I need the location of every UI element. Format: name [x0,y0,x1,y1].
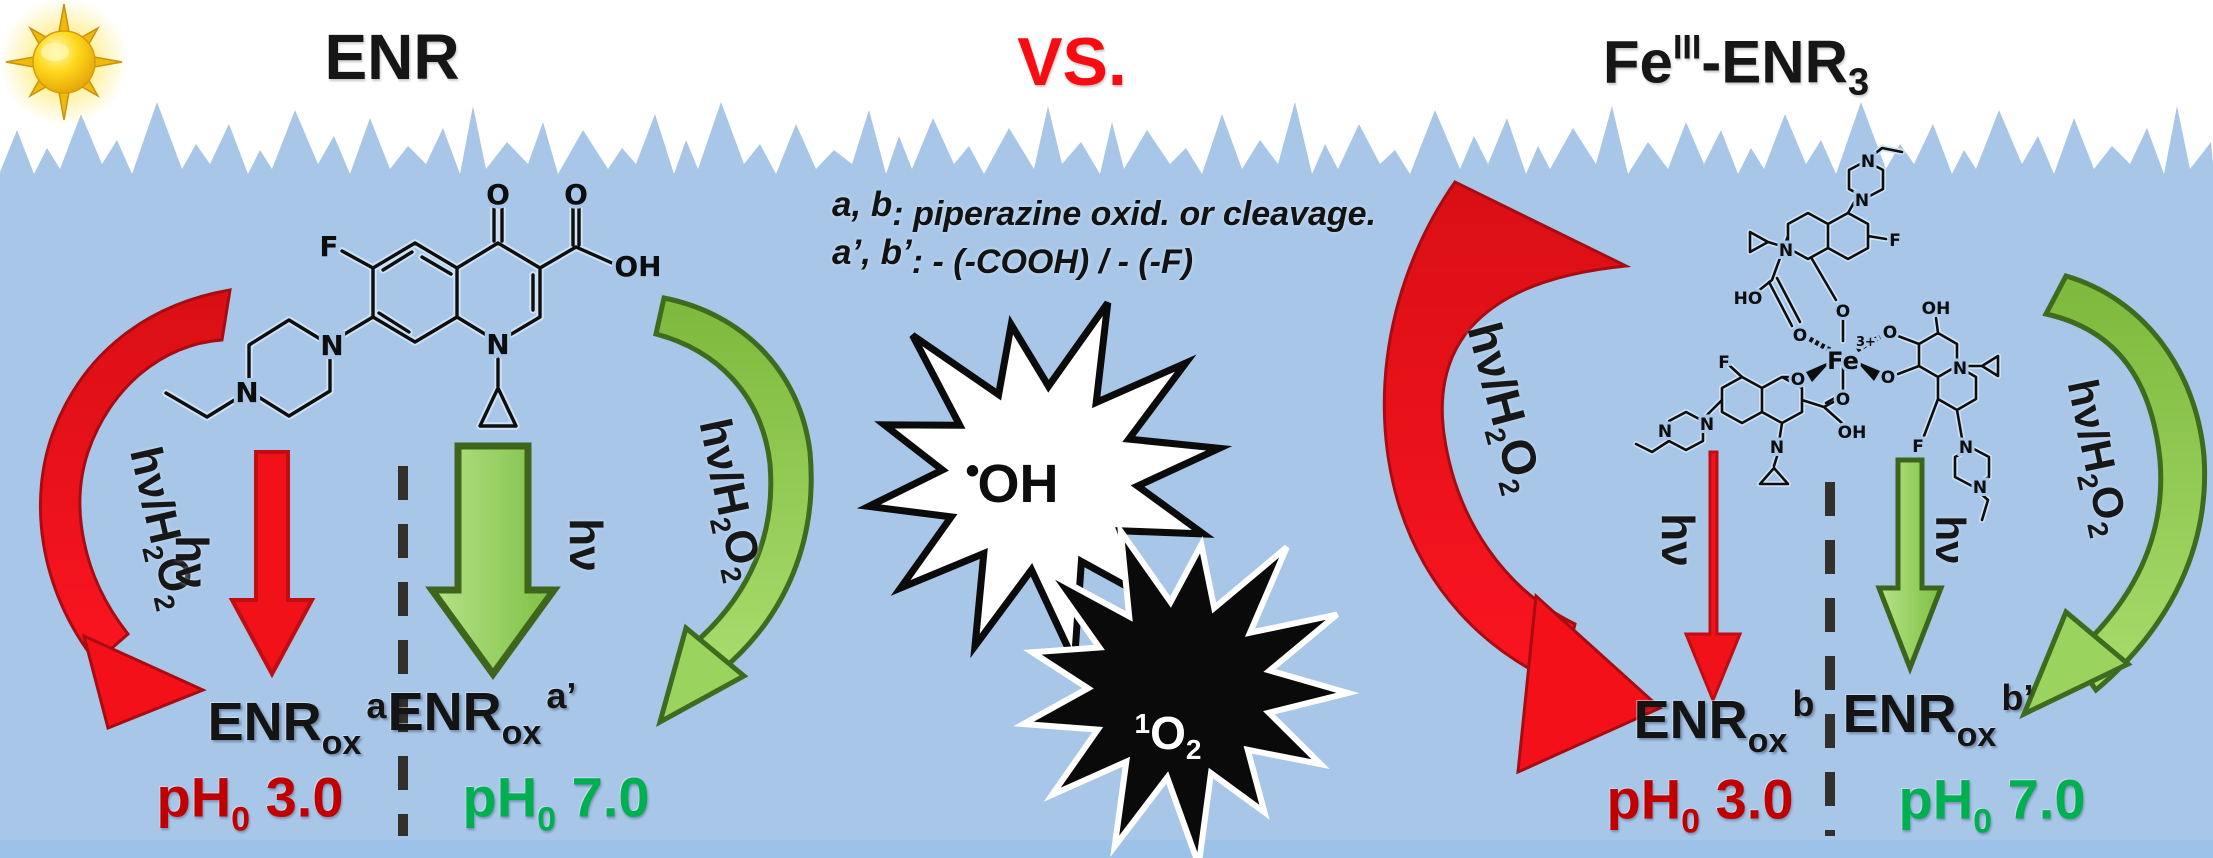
atom-label: O [564,178,588,211]
title-fe-enr3: FeIII-ENR3 [1602,28,1870,104]
left-green-straight-arrow-hv [425,442,561,680]
left-red-curved-arrow-hv-h2o2 [38,288,232,731]
atom-label: F [1718,353,1730,373]
title-vs-text: VS. [1017,24,1127,100]
atom-label: F [1889,231,1901,251]
legend-line-2: a’, b’: - (-COOH) / - (-F) [832,233,1194,281]
ph-label-neutral-left: pH0 7.0 [462,765,650,839]
legend-line-1: a, b: piperazine oxid. or cleavage. [832,185,1377,233]
atom-label: O [1791,370,1805,390]
left-green-curved-arrow-hv-h2o2 [653,295,814,728]
product-enr-ox-b-prime: ENRoxb’ [1842,677,2034,754]
singlet-oxygen-starburst [1013,520,1360,858]
atom-label: N [1779,241,1793,261]
atom-label: O [1881,368,1895,388]
atom-label: OH [1838,423,1867,443]
atom-label: O [486,178,510,211]
atom-label: N [486,328,509,361]
atom-label: F [1912,437,1924,457]
label-hv-left-red: hν [166,535,218,589]
enr-molecule-structure: F O O OH N N N [166,174,666,426]
label-hv-left-green: hν [560,518,612,572]
atom-label: O [1836,390,1850,410]
degradation-pathway-legend: a, b: piperazine oxid. or cleavage. a’, … [832,185,1377,286]
product-enr-ox-b: ENRoxb [1633,683,1815,760]
fe-enr3-complex-structure: Fe 3+ O O O O O O HO N F N N OH N F N N … [1636,148,1998,520]
left-red-straight-arrow-hv [228,450,316,679]
atom-label: O [1793,326,1807,346]
metal-label: Fe [1827,347,1859,375]
product-enr-ox-a-prime: ENRoxa’ [387,675,577,752]
atom-label: N [320,329,343,362]
water-bottom-strip [0,840,2213,858]
sun-icon [0,0,128,126]
ph-label-neutral-right: pH0 7.0 [1898,767,2086,841]
atom-label: OH [1922,299,1951,319]
title-enr-text: ENR [324,21,460,93]
atom-label: N [1855,191,1869,211]
atom-label: N [1658,422,1672,442]
title-enr: ENR [324,20,459,94]
singlet-oxygen-label: 1O2 [1134,707,1202,765]
atom-label: F [319,230,338,263]
ph-label-acidic-left: pH0 3.0 [156,765,344,839]
atom-label: HO [1734,289,1763,309]
atom-label: N [1700,415,1714,435]
right-green-curved-arrow-hv-h2o2 [2019,273,2208,720]
atom-label: N [1770,438,1784,458]
title-vs: VS. [1017,23,1127,101]
hydroxyl-radical-label: •OH [965,449,1059,514]
product-enr-ox-a: ENRoxa [207,685,387,762]
charge-label: 3+ [1856,335,1876,350]
atom-label: N [1861,152,1875,172]
ph-label-acidic-right: pH0 3.0 [1606,767,1794,841]
atom-label: N [235,376,258,409]
atom-label: OH [614,250,661,283]
label-hv-right-red: hν [1652,513,1704,567]
atom-label: N [1953,359,1967,379]
atom-label: N [1959,438,1973,458]
right-green-straight-arrow-hv [1875,457,1945,675]
atom-label: N [1973,478,1987,498]
atom-label: O [1883,323,1897,343]
right-red-curved-arrow-hv-h2o2 [1382,180,1663,775]
atom-label: O [1836,302,1850,322]
right-red-thin-arrow-hv [1683,450,1743,704]
label-hv-right-green: hν [1927,515,1974,565]
